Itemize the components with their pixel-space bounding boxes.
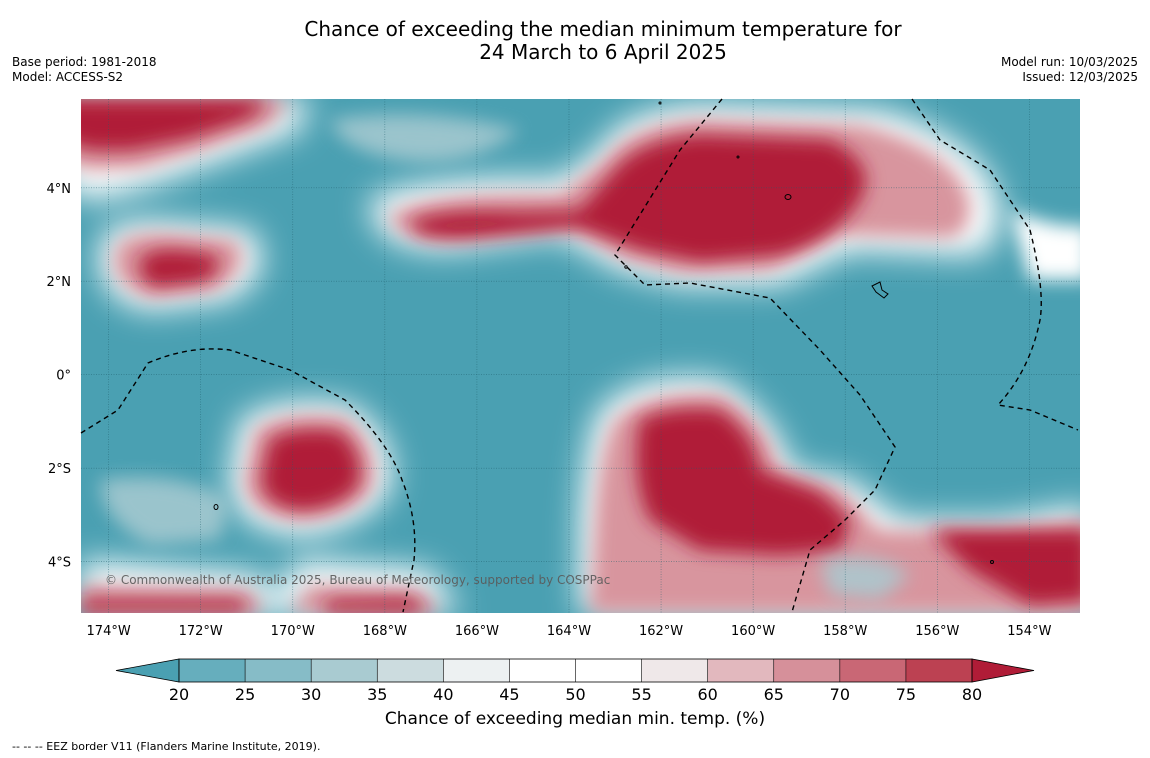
- colorbar-tick-label: 50: [565, 685, 585, 700]
- colorbar-tick-label: 30: [301, 685, 321, 700]
- colorbar-tick-label: 35: [367, 685, 387, 700]
- latitude-tick-label: 0°: [56, 369, 71, 384]
- colorbar-segment: [245, 659, 312, 682]
- colorbar-segment: [839, 659, 907, 682]
- colorbar-segment: [905, 659, 973, 682]
- colorbar-tick-labels: 20 25 30 35 40 45 50 55 60 65 70 75 80: [169, 685, 982, 700]
- anomaly-field: [81, 99, 1080, 613]
- colorbar-title: Chance of exceeding median min. temp. (%…: [384, 709, 766, 729]
- title-line-2: 24 March to 6 April 2025: [479, 40, 727, 64]
- longitude-tick-labels: 174°W 172°W 170°W 168°W 166°W 164°W 162°W 160°W…: [87, 624, 1052, 639]
- colorbar-segment: [641, 659, 709, 682]
- meta-right: Model run: 10/03/2025 Issued: 12/03/2025: [1001, 55, 1138, 85]
- colorbar-tick-label: 45: [499, 685, 519, 700]
- longitude-tick-label: 160°W: [731, 624, 775, 639]
- title-line-1: Chance of exceeding the median minimum t…: [304, 17, 902, 41]
- colorbar-segment: [311, 659, 378, 682]
- map-title: Chance of exceeding the median minimum t…: [0, 18, 1150, 64]
- base-period-text: Base period: 1981-2018: [12, 55, 157, 69]
- colorbar-tick-label: 55: [631, 685, 651, 700]
- colorbar-extend-high: [971, 658, 1035, 683]
- longitude-tick-label: 156°W: [915, 624, 959, 639]
- colorbar-segment: [443, 659, 510, 682]
- model-text: Model: ACCESS-S2: [12, 70, 124, 84]
- longitude-tick-label: 166°W: [455, 624, 499, 639]
- colorbar-segment: [377, 659, 444, 682]
- colorbar-segment: [773, 659, 841, 682]
- eez-border-lines: [80, 98, 1079, 613]
- colorbar-tick-label: 70: [830, 685, 850, 700]
- longitude-tick-label: 154°W: [1007, 624, 1051, 639]
- latitude-tick-label: 4°N: [47, 182, 72, 197]
- island-outlines: [213, 101, 994, 564]
- longitude-tick-label: 170°W: [271, 624, 315, 639]
- longitude-tick-label: 164°W: [547, 624, 591, 639]
- colorbar-tick-label: 25: [235, 685, 255, 700]
- issued-text: Issued: 12/03/2025: [1022, 70, 1138, 84]
- latitude-tick-label: 2°N: [47, 275, 72, 290]
- colorbar: [115, 658, 1035, 683]
- latitude-tick-label: 2°S: [48, 462, 71, 477]
- eez-legend-note: -- -- -- EEZ border V11 (Flanders Marine…: [12, 740, 321, 753]
- forecast-map: © Commonwealth of Australia 2025, Bureau…: [47, 98, 1080, 700]
- colorbar-tick-label: 65: [764, 685, 784, 700]
- longitude-tick-label: 172°W: [179, 624, 223, 639]
- longitude-tick-label: 168°W: [363, 624, 407, 639]
- colorbar-tick-label: 60: [697, 685, 717, 700]
- graticule: [81, 99, 1080, 613]
- colorbar-frame: [178, 658, 973, 683]
- colorbar-segment: [179, 659, 246, 682]
- colorbar-segment: [509, 659, 576, 682]
- meta-left: Base period: 1981-2018 Model: ACCESS-S2: [12, 55, 157, 85]
- latitude-tick-labels: 4°N 2°N 0° 2°S 4°S: [47, 182, 72, 571]
- copyright-text: © Commonwealth of Australia 2025, Bureau…: [105, 573, 610, 587]
- colorbar-tick-label: 20: [169, 685, 189, 700]
- latitude-tick-label: 4°S: [48, 556, 71, 571]
- colorbar-segment: [707, 659, 775, 682]
- colorbar-extend-low: [115, 658, 180, 683]
- longitude-tick-label: 162°W: [639, 624, 683, 639]
- longitude-tick-label: 174°W: [87, 624, 131, 639]
- colorbar-tick-label: 80: [962, 685, 982, 700]
- colorbar-tick-label: 75: [896, 685, 916, 700]
- model-run-text: Model run: 10/03/2025: [1000, 55, 1138, 69]
- longitude-tick-label: 158°W: [823, 624, 867, 639]
- colorbar-segment: [575, 659, 643, 682]
- colorbar-tick-label: 40: [433, 685, 453, 700]
